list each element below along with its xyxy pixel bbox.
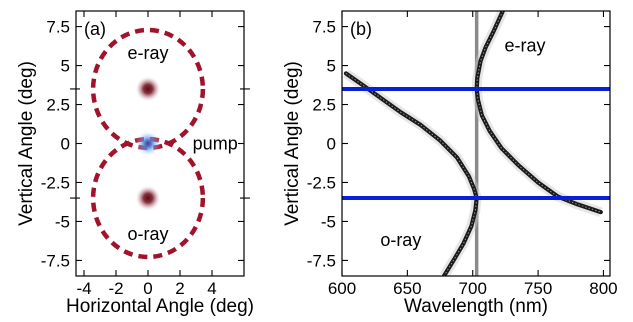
x-tick-label: 750 <box>524 279 552 298</box>
panel-a-label: (a) <box>84 19 106 39</box>
panel-b-label: (b) <box>350 19 372 39</box>
panel-a-annotation-o-ray: o-ray <box>127 224 168 244</box>
y-tick-label: -7.5 <box>307 251 336 270</box>
x-tick-label: 2 <box>175 279 184 298</box>
curve-texture-e-ray <box>476 11 601 213</box>
x-tick-label: 650 <box>393 279 421 298</box>
y-tick-label: 0 <box>61 135 70 154</box>
y-tick-label: -2.5 <box>307 173 336 192</box>
y-tick-label: -7.5 <box>41 251 70 270</box>
panel-b: 600 650 700 750 800 7.5 5 2.5 0 -2.5 -5 -7.5 (b) Wa… <box>282 10 618 317</box>
x-tick-label: 600 <box>328 279 356 298</box>
y-tick-label: 7.5 <box>46 18 70 37</box>
panel-a: -4 -2 0 2 4 7.5 5 2.5 0 -2.5 -5 -7.5 (a) Horizontal… <box>16 10 254 317</box>
y-tick-label: -2.5 <box>41 173 70 192</box>
panel-a-annotation-pump: pump <box>193 134 238 154</box>
panel-a-ticks: -4 -2 0 2 4 7.5 5 2.5 0 -2.5 -5 -7.5 <box>41 11 244 298</box>
panel-b-ticks: 600 650 700 750 800 7.5 5 2.5 0 -2.5 -5 -7.5 <box>307 11 618 298</box>
y-tick-label: 5 <box>61 57 70 76</box>
spot-e-ray <box>135 75 161 102</box>
x-tick-label: -2 <box>108 279 123 298</box>
y-tick-label: 2.5 <box>312 96 336 115</box>
panel-b-y-axis-label: Vertical Angle (deg) <box>282 61 303 226</box>
panel-a-content <box>70 27 250 260</box>
y-tick-label: 0 <box>327 135 336 154</box>
panel-b-annotation-o-ray: o-ray <box>380 230 421 250</box>
y-tick-label: -5 <box>55 212 70 231</box>
spot-pump <box>135 130 161 157</box>
x-tick-label: 0 <box>143 279 152 298</box>
spot-o-ray <box>135 185 161 212</box>
panel-a-annotation-e-ray: e-ray <box>127 43 168 63</box>
curve-texture-o-ray <box>345 72 478 276</box>
panel-b-annotation-e-ray: e-ray <box>505 35 546 55</box>
panel-b-plot-area <box>342 11 610 276</box>
y-tick-label: 2.5 <box>46 96 70 115</box>
y-tick-label: 7.5 <box>312 18 336 37</box>
x-tick-label: 4 <box>207 279 216 298</box>
panel-b-x-axis-label: Wavelength (nm) <box>404 296 548 317</box>
dashed-ring <box>90 27 206 151</box>
x-tick-label: 800 <box>589 279 617 298</box>
x-tick-label: -4 <box>76 279 91 298</box>
y-tick-label: -5 <box>321 212 336 231</box>
panel-b-content <box>342 11 610 276</box>
y-tick-label: 5 <box>327 57 336 76</box>
x-tick-label: 700 <box>459 279 487 298</box>
panel-a-y-axis-label: Vertical Angle (deg) <box>16 61 37 226</box>
panel-a-x-axis-label: Horizontal Angle (deg) <box>66 296 254 317</box>
